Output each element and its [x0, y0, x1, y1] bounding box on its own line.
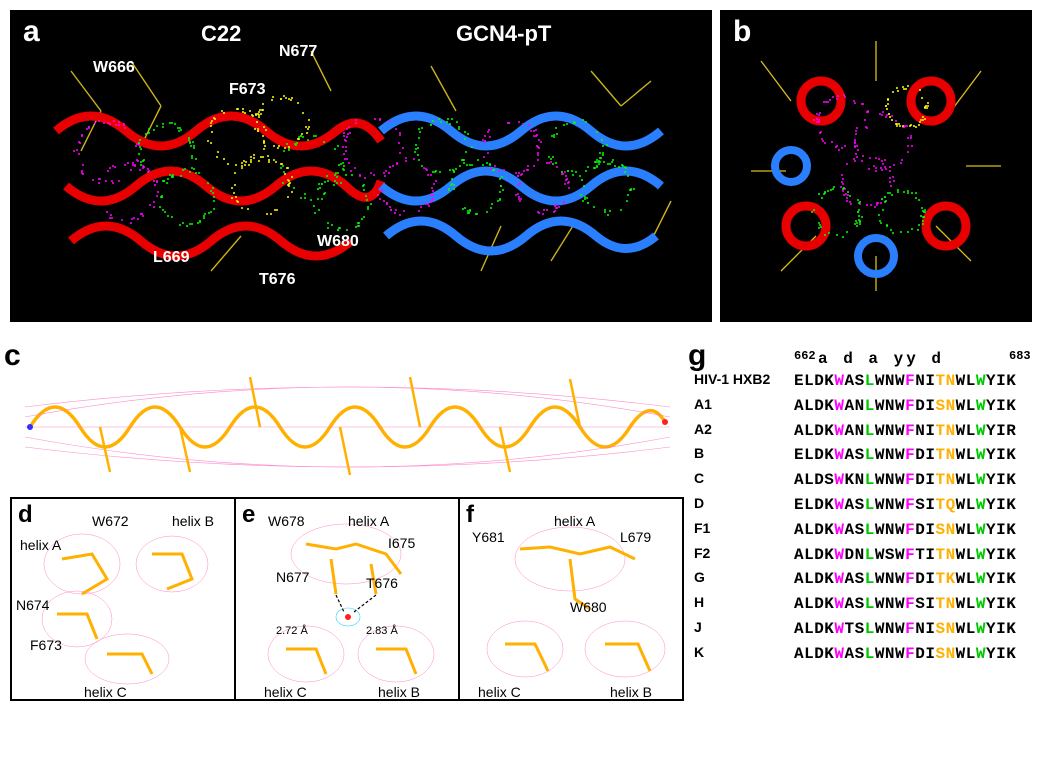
residue-label: N677	[279, 43, 317, 61]
alignment-row-name: C	[694, 468, 794, 493]
residue-label: W680	[317, 233, 359, 251]
struct-label: T676	[366, 575, 398, 591]
alignment-row: CALDSWKNLWNWFDITNWLWYIK	[694, 468, 1034, 493]
top-row: a	[10, 10, 1040, 322]
alignment-row-name: H	[694, 592, 794, 617]
panel-c	[10, 347, 680, 487]
struct-label: 2.83 Å	[366, 625, 398, 637]
panel-f: f Y681helix AL679W680helix	[460, 499, 682, 699]
struct-label: helix A	[554, 513, 595, 529]
panel-a-title-c22: C22	[201, 21, 241, 47]
panel-c-wrap: c	[10, 347, 684, 487]
panel-a-label: a	[23, 15, 40, 49]
alignment-row-seq: ALDKWANLWNWFNITNWLWYIR	[794, 419, 1016, 444]
aln-start-pos: 662	[794, 347, 816, 366]
struct-label: helix B	[172, 513, 214, 529]
alignment-row-seq: ALDSWKNLWNWFDITNWLWYIK	[794, 468, 1016, 493]
struct-label: F673	[30, 637, 62, 653]
panel-g: g 662 a d a yy d 683 HIV-1 HXB2ELDKWASLW…	[694, 347, 1034, 701]
alignment-row-name: F2	[694, 543, 794, 568]
struct-label: helix C	[84, 684, 127, 700]
struct-label: helix C	[478, 684, 521, 700]
struct-label: Y681	[472, 529, 505, 545]
panel-e: e	[236, 499, 460, 699]
figure: a	[10, 10, 1040, 701]
alignment-row-name: B	[694, 443, 794, 468]
struct-label: L679	[620, 529, 651, 545]
panel-b-spheres	[721, 11, 1031, 321]
struct-label: W672	[92, 513, 129, 529]
panels-def: d helix AW672helix BN674F6	[10, 497, 684, 701]
aln-heptad: a d a yy d	[818, 347, 944, 372]
alignment-row-seq: ALDKWASLWNWFDITKWLWYIK	[794, 567, 1016, 592]
struct-label: helix A	[348, 513, 389, 529]
aln-end-pos: 683	[1009, 347, 1031, 366]
struct-label: N674	[16, 597, 49, 613]
residue-label: W666	[93, 59, 135, 77]
alignment-row: KALDKWASLWNWFDISNWLWYIK	[694, 642, 1034, 667]
alignment-row-name: J	[694, 617, 794, 642]
alignment-row-seq: ELDKWASLWNWFNITNWLWYIK	[794, 369, 1016, 394]
panel-a: a	[10, 10, 712, 322]
struct-label: I675	[388, 535, 415, 551]
alignment-row-name: A1	[694, 394, 794, 419]
residue-label: F673	[229, 81, 265, 99]
alignment-table: 662 a d a yy d 683 HIV-1 HXB2ELDKWASLWNW…	[694, 347, 1034, 667]
panel-f-label: f	[466, 501, 474, 529]
alignment-row: JALDKWTSLWNWFNISNWLWYIK	[694, 617, 1034, 642]
struct-label: helix B	[378, 684, 420, 700]
panel-d: d helix AW672helix BN674F6	[12, 499, 236, 699]
panel-b: b	[720, 10, 1032, 322]
alignment-row-name: A2	[694, 419, 794, 444]
panel-a-spheres	[11, 11, 711, 321]
struct-label: W678	[268, 513, 305, 529]
left-stack: c	[10, 347, 684, 701]
panel-b-label: b	[733, 15, 751, 49]
alignment-row-seq: ALDKWASLWNWFSITNWLWYIK	[794, 592, 1016, 617]
struct-label: 2.72 Å	[276, 625, 308, 637]
alignment-row: DELDKWASLWNWFSITQWLWYIK	[694, 493, 1034, 518]
alignment-row: HIV-1 HXB2ELDKWASLWNWFNITNWLWYIK	[694, 369, 1034, 394]
alignment-row-seq: ALDKWANLWNWFDISNWLWYIK	[794, 394, 1016, 419]
panel-c-label: c	[4, 339, 21, 373]
alignment-row: GALDKWASLWNWFDITKWLWYIK	[694, 567, 1034, 592]
residue-label: L669	[153, 249, 189, 267]
alignment-row-name: G	[694, 567, 794, 592]
panel-a-title-gcn4: GCN4-pT	[456, 21, 551, 47]
mid-bottom-row: c	[10, 347, 1040, 701]
alignment-row-name: F1	[694, 518, 794, 543]
struct-label: N677	[276, 569, 309, 585]
struct-label: helix A	[20, 537, 61, 553]
struct-label: W680	[570, 599, 607, 615]
alignment-row-name: K	[694, 642, 794, 667]
alignment-row: HALDKWASLWNWFSITNWLWYIK	[694, 592, 1034, 617]
panel-d-label: d	[18, 501, 33, 529]
panel-c-svg	[10, 347, 680, 487]
alignment-row: BELDKWASLWNWFDITNWLWYIK	[694, 443, 1034, 468]
residue-label: T676	[259, 271, 295, 289]
alignment-row-seq: ALDKWDNLWSWFTITNWLWYIK	[794, 543, 1016, 568]
alignment-row-seq: ALDKWASLWNWFDISNWLWYIK	[794, 642, 1016, 667]
panel-e-label: e	[242, 501, 255, 529]
alignment-rows: HIV-1 HXB2ELDKWASLWNWFNITNWLWYIKA1ALDKWA…	[694, 369, 1034, 667]
panel-g-label: g	[688, 339, 706, 373]
alignment-row: F2ALDKWDNLWSWFTITNWLWYIK	[694, 543, 1034, 568]
alignment-row-seq: ELDKWASLWNWFSITQWLWYIK	[794, 493, 1016, 518]
alignment-row-seq: ALDKWASLWNWFDISNWLWYIK	[794, 518, 1016, 543]
struct-label: helix C	[264, 684, 307, 700]
alignment-row-name: D	[694, 493, 794, 518]
struct-label: helix B	[610, 684, 652, 700]
alignment-row-seq: ALDKWTSLWNWFNISNWLWYIK	[794, 617, 1016, 642]
alignment-row-seq: ELDKWASLWNWFDITNWLWYIK	[794, 443, 1016, 468]
alignment-row: A2ALDKWANLWNWFNITNWLWYIR	[694, 419, 1034, 444]
alignment-row: F1ALDKWASLWNWFDISNWLWYIK	[694, 518, 1034, 543]
alignment-row: A1ALDKWANLWNWFDISNWLWYIK	[694, 394, 1034, 419]
alignment-row-name: HIV-1 HXB2	[694, 369, 794, 394]
alignment-header: 662 a d a yy d 683	[794, 347, 1034, 369]
